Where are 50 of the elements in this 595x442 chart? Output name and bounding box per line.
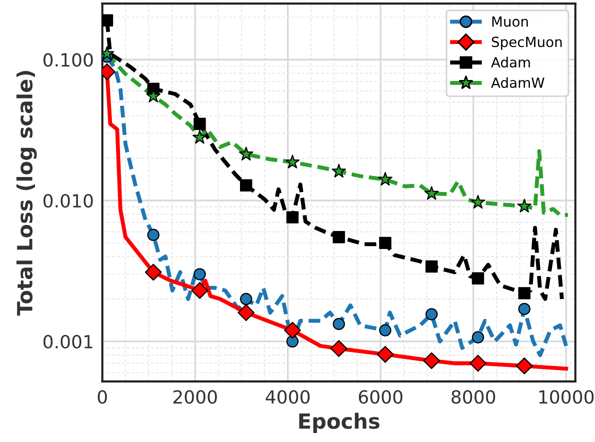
point bbox=[332, 230, 345, 244]
point bbox=[191, 282, 208, 299]
legend-label: AdamW bbox=[491, 77, 544, 88]
point bbox=[425, 260, 438, 273]
point bbox=[144, 264, 162, 281]
legend-label: Muon bbox=[492, 16, 528, 27]
point bbox=[379, 236, 392, 250]
point bbox=[424, 186, 439, 200]
point bbox=[376, 346, 394, 363]
point bbox=[240, 292, 252, 306]
point bbox=[472, 272, 484, 285]
point bbox=[378, 172, 392, 186]
x-tick-label: 6000 bbox=[358, 390, 402, 404]
point bbox=[516, 358, 533, 374]
point bbox=[518, 302, 530, 316]
x-tick-label: 10000 bbox=[539, 390, 594, 404]
point bbox=[102, 14, 114, 26]
point bbox=[286, 211, 299, 224]
point bbox=[470, 354, 486, 372]
legend-label: SpecMuon bbox=[492, 36, 562, 50]
point bbox=[194, 118, 206, 130]
x-tick-label: 2000 bbox=[173, 390, 217, 404]
legend-label: Adam bbox=[491, 56, 530, 68]
y-tick-label: 0.100 bbox=[44, 53, 93, 67]
point bbox=[472, 331, 484, 344]
x-tick-label: 8000 bbox=[452, 390, 496, 404]
point bbox=[330, 340, 348, 357]
point bbox=[332, 318, 345, 330]
point bbox=[423, 352, 440, 370]
y-tick-label: 0.010 bbox=[44, 194, 93, 208]
point bbox=[470, 194, 486, 209]
point bbox=[285, 154, 300, 168]
point bbox=[147, 228, 160, 242]
point bbox=[518, 287, 530, 300]
point bbox=[284, 322, 301, 339]
x-tick-label: 0 bbox=[98, 390, 107, 404]
point bbox=[240, 179, 252, 192]
x-tick-label: 4000 bbox=[266, 390, 310, 404]
point bbox=[194, 268, 206, 280]
y-axis-title: Total Loss (log scale) bbox=[16, 71, 37, 316]
point bbox=[192, 130, 207, 144]
point bbox=[332, 164, 346, 178]
x-axis-title: Epochs bbox=[299, 412, 380, 433]
point bbox=[517, 198, 532, 212]
y-tick-label: 0.001 bbox=[44, 334, 92, 349]
point bbox=[379, 324, 392, 336]
point bbox=[238, 304, 255, 322]
point bbox=[238, 146, 254, 160]
point bbox=[425, 308, 438, 320]
point bbox=[286, 335, 299, 348]
